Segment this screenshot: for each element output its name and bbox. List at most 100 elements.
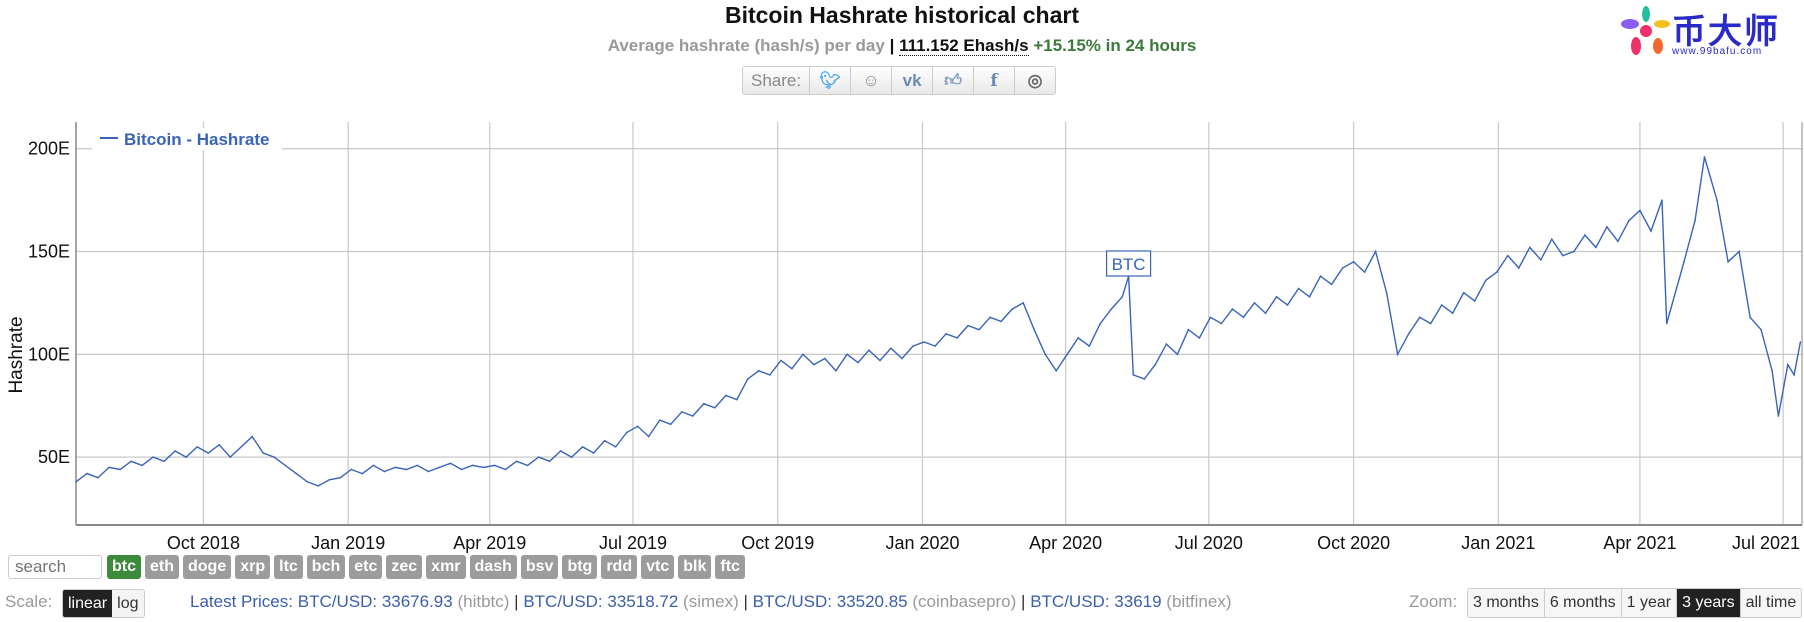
search-input[interactable]: [8, 555, 102, 579]
price-value[interactable]: 33676.93: [381, 592, 453, 611]
data-point: [758, 369, 760, 372]
zoom-6-months-button[interactable]: 6 months: [1543, 589, 1621, 617]
coin-button-bch[interactable]: bch: [306, 555, 346, 579]
x-tick-label: Apr 2019: [453, 533, 526, 553]
coin-button-xmr[interactable]: xmr: [426, 555, 466, 579]
data-point: [1198, 337, 1201, 339]
data-point: [295, 472, 298, 475]
data-point: [1639, 209, 1641, 212]
twitter-icon[interactable]: 🐦︎: [809, 67, 850, 94]
price-pair[interactable]: BTC/USD:: [297, 592, 378, 611]
price-pair[interactable]: BTC/USD:: [1030, 592, 1110, 611]
share-label: Share:: [751, 70, 802, 90]
watermark-logo: 币大师 www.99bafu.com: [1620, 4, 1800, 60]
data-point: [780, 359, 782, 362]
data-point: [1374, 250, 1377, 253]
zoom-3-years-button[interactable]: 3 years: [1676, 589, 1740, 617]
weibo-icon[interactable]: ◎: [1014, 67, 1055, 94]
data-point: [1683, 261, 1685, 263]
data-point: [317, 485, 320, 487]
y-tick-label: 50E: [38, 447, 70, 467]
data-point: [1121, 295, 1124, 298]
price-value[interactable]: 33520.85: [836, 592, 908, 611]
vk-icon[interactable]: vk: [891, 67, 932, 94]
data-point: [1495, 271, 1498, 273]
share-bar: Share: 🐦︎ ☺ vk 👍︎ f ◎: [742, 66, 1057, 95]
price-value[interactable]: 33518.72: [607, 592, 679, 611]
legend[interactable]: Bitcoin - Hashrate: [92, 128, 282, 150]
data-point: [284, 464, 287, 467]
latest-prices: Latest Prices: BTC/USD: 33676.93 (hitbtc…: [190, 592, 1232, 611]
data-point: [394, 466, 397, 469]
data-point: [141, 464, 143, 467]
data-point: [1011, 308, 1013, 310]
data-point: [1628, 219, 1630, 222]
data-point: [747, 378, 749, 380]
data-point: [240, 446, 243, 448]
coin-button-zec[interactable]: zec: [386, 555, 423, 579]
annotation-label: BTC: [1112, 255, 1146, 274]
data-point: [306, 481, 309, 483]
data-point: [1319, 275, 1322, 278]
data-point: [912, 345, 914, 347]
hashrate-chart[interactable]: 50E 100E 150E 200E Oct 2018 Jan 2019 Apr 2019…: [0, 0, 1804, 560]
price-pair[interactable]: BTC/USD:: [523, 592, 603, 611]
price-exchange: (coinbasepro): [912, 592, 1017, 611]
coin-button-bsv[interactable]: bsv: [520, 555, 559, 579]
coin-button-btg[interactable]: btg: [562, 555, 598, 579]
data-point: [185, 456, 187, 458]
zoom-label: Zoom:: [1409, 592, 1458, 611]
data-point: [1787, 363, 1789, 366]
coin-button-vtc[interactable]: vtc: [641, 555, 675, 579]
coin-button-doge[interactable]: doge: [183, 555, 232, 579]
zoom-1-year-button[interactable]: 1 year: [1620, 589, 1677, 617]
coin-button-eth[interactable]: eth: [145, 555, 179, 579]
data-point: [1242, 316, 1245, 319]
coin-button-etc[interactable]: etc: [349, 555, 383, 579]
data-point: [934, 345, 936, 347]
coin-button-rdd[interactable]: rdd: [601, 555, 638, 579]
current-hashrate: 111.152 Ehash/s: [899, 36, 1029, 56]
scale-linear-button[interactable]: linear: [63, 590, 113, 617]
x-tick-label: Oct 2020: [1317, 533, 1390, 553]
price-value[interactable]: 33619: [1114, 592, 1162, 611]
coin-button-ltc[interactable]: ltc: [274, 555, 303, 579]
data-point: [1595, 246, 1597, 249]
data-point: [1573, 250, 1575, 253]
data-point: [405, 468, 408, 471]
zoom-3-months-button[interactable]: 3 months: [1468, 589, 1544, 617]
scale-log-button[interactable]: log: [112, 590, 144, 617]
x-tick-label: Oct 2018: [167, 533, 240, 553]
data-point: [262, 452, 265, 454]
price-pair[interactable]: BTC/USD:: [752, 592, 832, 611]
data-point: [857, 361, 859, 364]
data-point: [1396, 353, 1399, 356]
coin-button-btc[interactable]: btc: [107, 555, 141, 579]
y-tick-label: 100E: [28, 344, 70, 364]
data-point: [636, 425, 639, 428]
x-tick-label: Apr 2021: [1603, 533, 1676, 553]
coin-button-dash[interactable]: dash: [469, 555, 517, 579]
data-point: [416, 464, 419, 467]
data-point: [658, 419, 661, 421]
subtitle-prefix: Average hashrate (hash/s) per day: [607, 36, 885, 55]
data-point: [978, 328, 980, 331]
data-point: [824, 357, 826, 360]
data-point: [680, 411, 683, 413]
data-point: [1220, 322, 1223, 325]
data-point: [570, 456, 573, 458]
data-point: [1044, 353, 1047, 356]
reddit-icon[interactable]: ☺: [850, 67, 891, 94]
data-point: [1308, 295, 1311, 298]
coin-button-blk[interactable]: blk: [678, 555, 712, 579]
zoom-all-time-button[interactable]: all time: [1739, 589, 1802, 617]
legend-label[interactable]: Bitcoin - Hashrate: [124, 130, 269, 149]
zoom-range-selector: 3 months 6 months 1 year 3 years all tim…: [1467, 588, 1803, 618]
facebook-icon[interactable]: f: [973, 67, 1014, 94]
data-point: [460, 468, 463, 471]
coin-button-xrp[interactable]: xrp: [235, 555, 271, 579]
data-point: [1253, 302, 1256, 304]
like-icon[interactable]: 👍︎: [932, 67, 973, 94]
coin-button-ftc[interactable]: ftc: [715, 555, 745, 579]
price-exchange: (simex): [683, 592, 739, 611]
